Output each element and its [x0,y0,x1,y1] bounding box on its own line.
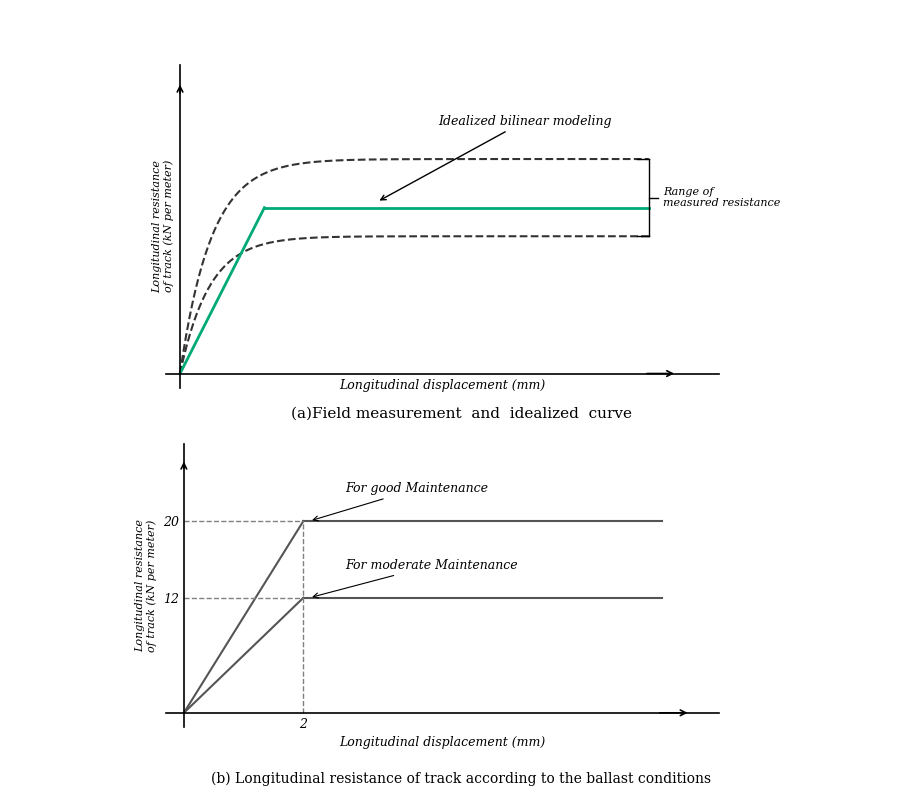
Text: For good Maintenance: For good Maintenance [313,482,488,521]
X-axis label: Longitudinal displacement (mm): Longitudinal displacement (mm) [339,736,546,749]
X-axis label: Longitudinal displacement (mm): Longitudinal displacement (mm) [339,379,546,392]
Text: (a)Field measurement  and  idealized  curve: (a)Field measurement and idealized curve [290,406,632,420]
Text: Range of
measured resistance: Range of measured resistance [663,187,780,208]
Text: Idealized bilinear modeling: Idealized bilinear modeling [381,115,611,200]
Text: For moderate Maintenance: For moderate Maintenance [313,559,518,598]
Y-axis label: Longitudinal resistance
of track (kN per meter): Longitudinal resistance of track (kN per… [136,520,158,652]
Text: (b) Longitudinal resistance of track according to the ballast conditions: (b) Longitudinal resistance of track acc… [211,772,711,786]
Y-axis label: Longitudinal resistance
of track (kN per meter): Longitudinal resistance of track (kN per… [152,160,174,292]
